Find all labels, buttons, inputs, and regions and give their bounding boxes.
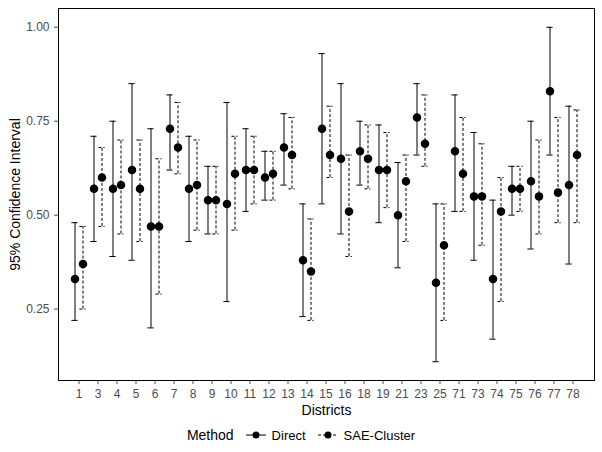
svg-text:3: 3 [95, 387, 102, 401]
svg-text:0.25: 0.25 [26, 302, 50, 316]
svg-text:10: 10 [224, 387, 238, 401]
svg-text:Districts: Districts [302, 402, 352, 418]
html-text:Method: Method [186, 427, 234, 443]
svg-text:1: 1 [76, 387, 83, 401]
svg-text:14: 14 [300, 387, 314, 401]
svg-text:1.00: 1.00 [26, 20, 50, 34]
svg-text:8: 8 [190, 387, 197, 401]
svg-text:16: 16 [338, 387, 352, 401]
svg-text:23: 23 [414, 387, 428, 401]
svg-text:11: 11 [244, 387, 257, 401]
html-text:SAE-Cluster: SAE-Cluster [343, 427, 416, 443]
svg-text:4: 4 [114, 387, 121, 401]
svg-text:19: 19 [376, 387, 390, 401]
svg-text:25: 25 [433, 387, 447, 401]
html-text:Direct: Direct [271, 427, 306, 443]
svg-text:7: 7 [171, 387, 178, 401]
svg-text:73: 73 [471, 387, 485, 401]
svg-text:13: 13 [281, 387, 295, 401]
svg-text:12: 12 [262, 387, 276, 401]
svg-text:0.50: 0.50 [26, 208, 50, 222]
svg-text:78: 78 [566, 387, 580, 401]
svg-text:21: 21 [395, 387, 409, 401]
svg-text:75: 75 [509, 387, 523, 401]
svg-text:18: 18 [357, 387, 371, 401]
svg-text:95% Confidence Interval: 95% Confidence Interval [7, 118, 23, 271]
svg-text:77: 77 [547, 387, 561, 401]
svg-text:76: 76 [528, 387, 542, 401]
svg-text:5: 5 [133, 387, 140, 401]
svg-text:71: 71 [452, 387, 466, 401]
svg-text:9: 9 [209, 387, 216, 401]
svg-text:6: 6 [152, 387, 159, 401]
svg-text:15: 15 [319, 387, 333, 401]
svg-text:74: 74 [490, 387, 504, 401]
svg-text:0.75: 0.75 [26, 114, 50, 128]
